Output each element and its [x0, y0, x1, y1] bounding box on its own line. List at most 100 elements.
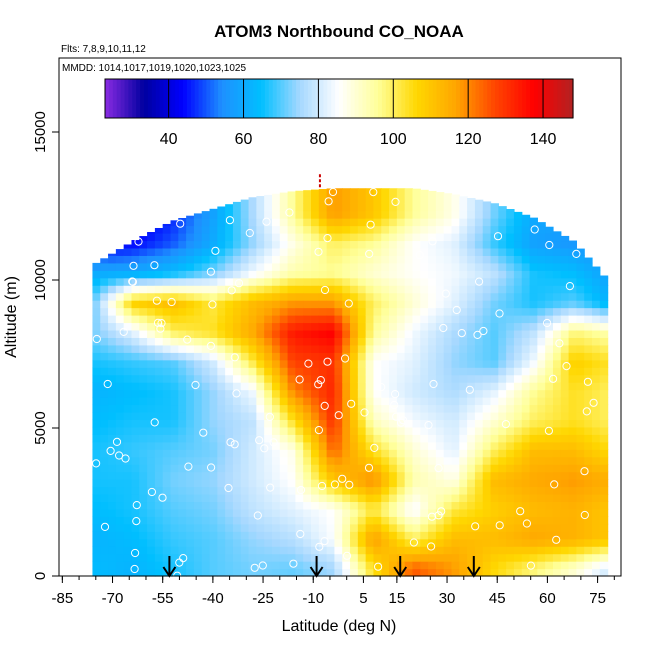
heat-cell	[147, 315, 156, 324]
heat-cell	[506, 209, 515, 212]
heat-cell	[240, 411, 250, 421]
heat-cell	[545, 359, 554, 368]
heat-cell	[295, 344, 304, 353]
heat-cell	[482, 352, 492, 361]
colorbar-swatch	[510, 79, 516, 118]
heat-cell	[482, 277, 492, 286]
heat-cell	[474, 307, 484, 316]
sample-circle	[427, 542, 436, 551]
heat-cell	[147, 240, 156, 249]
heat-cell	[396, 322, 406, 331]
heat-cell	[482, 344, 492, 353]
sample-circle	[526, 561, 536, 570]
heat-cell	[513, 553, 523, 562]
heat-cell	[326, 456, 336, 465]
sample-circle	[501, 420, 510, 429]
heat-cell	[139, 315, 148, 324]
colorbar-swatch	[167, 79, 172, 118]
heat-cell	[240, 419, 250, 428]
sample-circle	[250, 563, 259, 572]
heat-cell	[342, 210, 351, 219]
heat-cell	[365, 285, 375, 294]
heat-cell	[396, 546, 406, 555]
heat-cell	[326, 247, 336, 256]
mmdd-note: MMDD: 1014,1017,1019,1020,1023,1025	[62, 63, 246, 74]
heat-cell	[264, 493, 273, 503]
heat-cell	[357, 218, 367, 227]
heat-cell	[350, 464, 359, 473]
heat-cell	[599, 493, 609, 503]
heat-cell	[232, 486, 242, 495]
heat-cell	[279, 411, 289, 421]
heat-cell	[248, 270, 257, 279]
heat-cell	[92, 397, 101, 406]
heat-cell	[287, 538, 296, 547]
heat-cell	[279, 255, 289, 264]
heat-cell	[451, 441, 460, 450]
heat-cell	[162, 292, 172, 301]
colorbar-swatch	[569, 79, 574, 118]
heat-cell	[92, 337, 101, 346]
heat-cell	[443, 456, 453, 465]
heat-cell	[256, 441, 265, 450]
heat-cell	[498, 493, 507, 503]
heat-cell	[365, 329, 375, 338]
heat-cell	[389, 337, 398, 346]
heat-cell	[186, 419, 195, 428]
heat-cell	[599, 464, 609, 473]
heat-cell	[428, 218, 437, 227]
heat-cell	[529, 493, 538, 503]
heat-cell	[459, 426, 468, 435]
heat-cell	[186, 277, 195, 286]
colorbar-swatch	[257, 79, 262, 118]
heat-cell	[115, 307, 125, 316]
heat-cell	[225, 419, 234, 428]
heat-cell	[357, 315, 367, 324]
heat-cell	[303, 434, 312, 443]
heat-cell	[435, 479, 445, 488]
heat-cell	[108, 426, 117, 435]
heat-cell	[318, 307, 328, 316]
heat-cell	[443, 352, 453, 361]
heat-cell	[240, 255, 250, 264]
heat-cell	[170, 389, 179, 398]
heat-cell	[154, 329, 164, 338]
heat-cell	[576, 248, 585, 256]
heat-cell	[217, 464, 226, 473]
heat-cell	[389, 285, 398, 294]
sample-circle	[369, 188, 378, 197]
heat-cell	[162, 546, 172, 555]
heat-cell	[123, 538, 133, 547]
heat-cell	[599, 508, 609, 517]
heat-cell	[318, 531, 328, 540]
heat-cell	[178, 456, 187, 465]
heat-cell	[490, 486, 499, 495]
heat-cell	[139, 292, 148, 301]
sample-circle	[397, 418, 406, 427]
heat-cell	[568, 538, 577, 547]
heat-cell	[115, 344, 125, 353]
heat-cell	[482, 285, 492, 294]
heat-cell	[357, 508, 367, 517]
heat-cell	[209, 493, 218, 503]
heat-cell	[474, 553, 484, 562]
heat-cell	[412, 397, 421, 406]
heat-cell	[350, 389, 359, 398]
heat-cell	[584, 464, 593, 473]
heat-cell	[295, 486, 304, 495]
heat-cell	[428, 389, 437, 398]
heat-cell	[545, 561, 554, 570]
heat-cell	[154, 419, 164, 428]
heat-cell	[599, 479, 609, 488]
heat-cell	[389, 225, 398, 234]
heat-cell	[482, 247, 492, 256]
heat-cell	[506, 568, 515, 577]
heat-cell	[279, 300, 289, 309]
heat-cell	[178, 411, 187, 421]
heat-cell	[271, 195, 281, 204]
heat-cell	[240, 426, 250, 435]
heat-cell	[560, 479, 570, 488]
heat-cell	[474, 285, 484, 294]
heat-cell	[396, 411, 406, 421]
heat-cell	[178, 292, 187, 301]
